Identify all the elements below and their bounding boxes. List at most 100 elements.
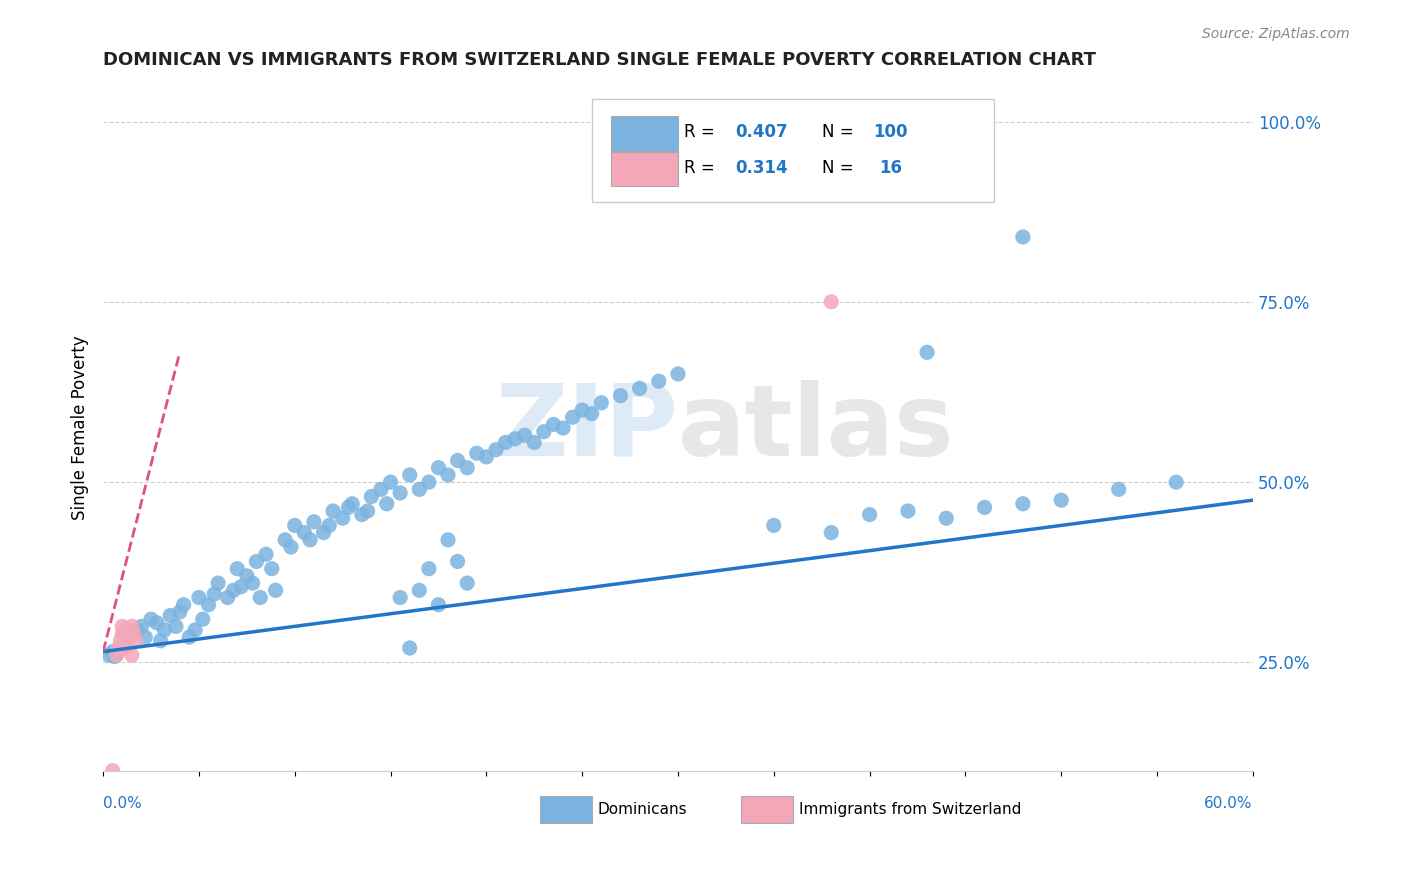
Point (104, 649, 127, 664)
Point (935, 511, 957, 525)
Point (115, 623, 138, 637)
Text: N =: N = (821, 159, 859, 177)
Text: atlas: atlas (678, 380, 955, 476)
Point (173, 598, 195, 612)
Text: ZIP: ZIP (495, 380, 678, 476)
Point (111, 619, 134, 633)
Point (1166, 475, 1188, 490)
Point (820, 294, 842, 309)
Point (139, 612, 162, 626)
Point (561, 410, 583, 425)
Point (360, 490, 382, 504)
Point (318, 518, 340, 533)
Point (115, 633, 138, 648)
Y-axis label: Single Female Poverty: Single Female Poverty (72, 335, 89, 520)
Point (299, 533, 322, 547)
Point (222, 583, 245, 598)
FancyBboxPatch shape (592, 99, 994, 202)
Point (389, 591, 412, 605)
Point (112, 626, 135, 640)
Point (302, 515, 325, 529)
Text: N =: N = (821, 123, 859, 141)
Point (858, 508, 880, 522)
Point (820, 525, 842, 540)
FancyBboxPatch shape (612, 152, 678, 186)
Point (125, 633, 148, 648)
Point (551, 421, 574, 435)
Text: Dominicans: Dominicans (598, 802, 688, 817)
Point (165, 619, 187, 633)
Text: 100: 100 (873, 123, 908, 141)
Point (628, 381, 651, 395)
Point (1108, 483, 1130, 497)
Point (446, 554, 468, 568)
FancyBboxPatch shape (540, 796, 592, 823)
Point (236, 569, 259, 583)
Point (134, 630, 156, 644)
Point (202, 587, 225, 601)
Point (127, 623, 149, 637)
Text: 0.407: 0.407 (735, 123, 789, 141)
Point (897, 504, 920, 518)
Point (101, 764, 124, 778)
Point (1012, 230, 1035, 244)
Point (375, 497, 398, 511)
Point (398, 467, 420, 482)
Point (149, 633, 172, 648)
Point (418, 562, 440, 576)
Point (146, 615, 169, 630)
Point (648, 374, 671, 388)
Point (111, 626, 134, 640)
Point (1050, 493, 1073, 508)
Point (591, 396, 613, 410)
Text: 16: 16 (879, 159, 903, 177)
Point (292, 525, 315, 540)
Point (408, 483, 430, 497)
Point (105, 647, 128, 661)
Point (105, 648, 128, 663)
Point (101, 644, 124, 658)
Point (322, 504, 344, 518)
Point (121, 648, 143, 663)
Point (312, 525, 335, 540)
Point (117, 633, 139, 648)
Point (581, 407, 603, 421)
Point (437, 533, 460, 547)
Point (350, 508, 373, 522)
Point (191, 612, 214, 626)
Point (111, 640, 134, 655)
Point (666, 367, 689, 381)
Point (475, 450, 498, 464)
Text: Source: ZipAtlas.com: Source: ZipAtlas.com (1202, 27, 1350, 41)
Point (284, 518, 307, 533)
Point (280, 540, 302, 554)
Point (184, 623, 207, 637)
Point (131, 619, 153, 633)
Point (169, 605, 191, 619)
Point (264, 583, 287, 598)
Point (342, 497, 364, 511)
Text: R =: R = (683, 123, 720, 141)
Point (523, 435, 546, 450)
Point (543, 417, 565, 432)
Point (107, 640, 129, 655)
Point (465, 446, 488, 460)
Point (179, 630, 201, 644)
Point (197, 598, 219, 612)
Point (398, 640, 420, 655)
Point (187, 591, 209, 605)
Point (370, 483, 392, 497)
Point (380, 475, 402, 490)
FancyBboxPatch shape (741, 796, 793, 823)
Point (242, 576, 264, 591)
Point (207, 576, 229, 591)
Point (427, 460, 450, 475)
Point (437, 467, 460, 482)
Point (249, 591, 271, 605)
Point (118, 630, 141, 644)
Point (571, 403, 593, 417)
Point (153, 623, 176, 637)
Text: 0.314: 0.314 (735, 159, 789, 177)
Point (110, 633, 132, 648)
Point (762, 518, 785, 533)
